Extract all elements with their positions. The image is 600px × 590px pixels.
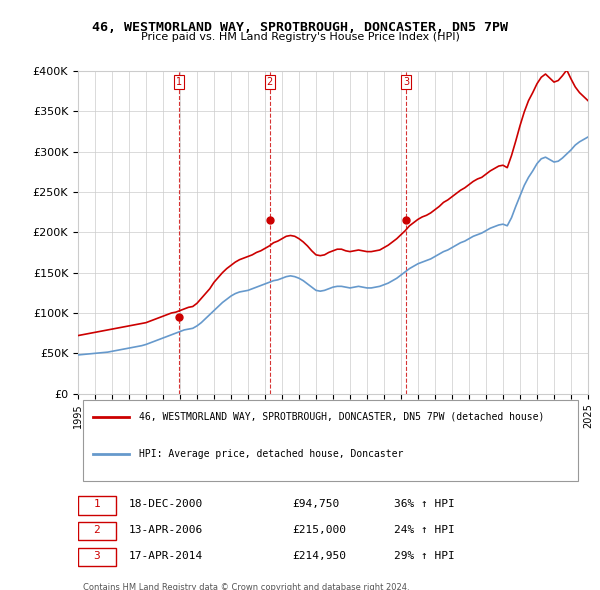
FancyBboxPatch shape (78, 522, 116, 540)
Text: 2: 2 (266, 77, 273, 87)
Text: 2: 2 (94, 525, 100, 535)
Text: 1: 1 (176, 77, 182, 87)
Text: 29% ↑ HPI: 29% ↑ HPI (394, 551, 455, 561)
FancyBboxPatch shape (78, 496, 116, 514)
Text: 1: 1 (94, 499, 100, 509)
Text: 3: 3 (403, 77, 409, 87)
Text: 13-APR-2006: 13-APR-2006 (129, 525, 203, 535)
Text: 46, WESTMORLAND WAY, SPROTBROUGH, DONCASTER, DN5 7PW: 46, WESTMORLAND WAY, SPROTBROUGH, DONCAS… (92, 21, 508, 34)
Text: 3: 3 (94, 551, 100, 561)
Text: £215,000: £215,000 (292, 525, 346, 535)
Text: 36% ↑ HPI: 36% ↑ HPI (394, 499, 455, 509)
Text: Contains HM Land Registry data © Crown copyright and database right 2024.
This d: Contains HM Land Registry data © Crown c… (83, 583, 410, 590)
Text: 24% ↑ HPI: 24% ↑ HPI (394, 525, 455, 535)
Text: 18-DEC-2000: 18-DEC-2000 (129, 499, 203, 509)
FancyBboxPatch shape (83, 400, 578, 481)
Text: £94,750: £94,750 (292, 499, 340, 509)
Text: £214,950: £214,950 (292, 551, 346, 561)
Text: HPI: Average price, detached house, Doncaster: HPI: Average price, detached house, Donc… (139, 448, 404, 458)
FancyBboxPatch shape (78, 548, 116, 566)
Text: 17-APR-2014: 17-APR-2014 (129, 551, 203, 561)
Text: 46, WESTMORLAND WAY, SPROTBROUGH, DONCASTER, DN5 7PW (detached house): 46, WESTMORLAND WAY, SPROTBROUGH, DONCAS… (139, 412, 545, 422)
Text: Price paid vs. HM Land Registry's House Price Index (HPI): Price paid vs. HM Land Registry's House … (140, 32, 460, 42)
